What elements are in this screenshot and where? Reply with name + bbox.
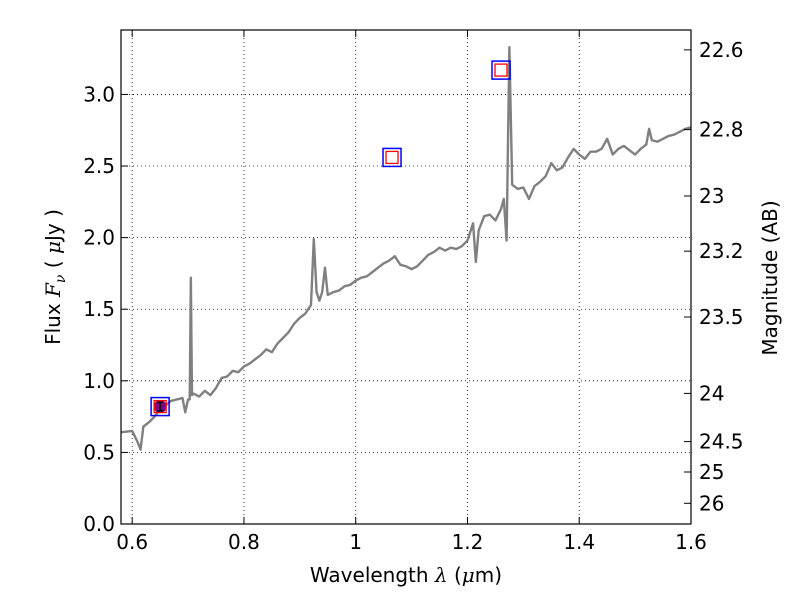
x-tick-label: 1.2 bbox=[452, 530, 484, 554]
photometry-layer bbox=[150, 60, 511, 417]
y2-tick-label: 24 bbox=[699, 381, 724, 405]
y2-tick-label: 25 bbox=[699, 460, 724, 484]
model-1-marker bbox=[153, 399, 167, 414]
x-tick-label: 1 bbox=[349, 530, 362, 554]
x-axis-label: Wavelength λ (μm) bbox=[310, 563, 502, 587]
y-tick-label: 2.5 bbox=[83, 154, 115, 178]
y-tick-label: 0.5 bbox=[83, 440, 115, 464]
spectrum-line bbox=[121, 45, 691, 451]
spectrum-layer bbox=[121, 45, 691, 451]
y-tick-label: 2.0 bbox=[83, 226, 115, 250]
x-tick-label: 0.8 bbox=[228, 530, 260, 554]
grid bbox=[121, 30, 692, 525]
y2-tick-label: 22.8 bbox=[699, 118, 744, 142]
model-2-marker bbox=[385, 150, 399, 165]
observed-1-marker bbox=[150, 396, 170, 417]
tick-labels: 0.6 0.8 1 1.2 1.4 1.6 0.0 0.5 1.0 1.5 2.0 2.5 3.0 22.… bbox=[83, 38, 743, 554]
x-tick-label: 1.6 bbox=[675, 530, 707, 554]
y-tick-label: 1.5 bbox=[83, 297, 115, 321]
observed-2-marker bbox=[382, 147, 402, 168]
model-3-marker bbox=[494, 63, 508, 77]
y2-tick-label: 26 bbox=[699, 491, 724, 515]
y-tick-label: 3.0 bbox=[83, 82, 115, 106]
x-tick-label: 0.6 bbox=[116, 530, 148, 554]
y-axis-label: Flux Fν ( μJy ) bbox=[41, 209, 69, 345]
y2-tick-label: 23.5 bbox=[699, 305, 744, 329]
y-tick-label: 1.0 bbox=[83, 369, 115, 393]
y2-tick-label: 22.6 bbox=[699, 38, 744, 62]
observed-3-marker bbox=[491, 60, 511, 80]
y2-tick-label: 23 bbox=[699, 184, 724, 208]
y-tick-label: 0.0 bbox=[83, 512, 115, 536]
y2-tick-label: 24.5 bbox=[699, 430, 744, 454]
y2-tick-label: 23.2 bbox=[699, 239, 744, 263]
plot-frame bbox=[120, 29, 692, 525]
x-tick-label: 1.4 bbox=[563, 530, 595, 554]
y2-axis-label: Magnitude (AB) bbox=[758, 200, 782, 355]
ticks bbox=[121, 30, 692, 525]
